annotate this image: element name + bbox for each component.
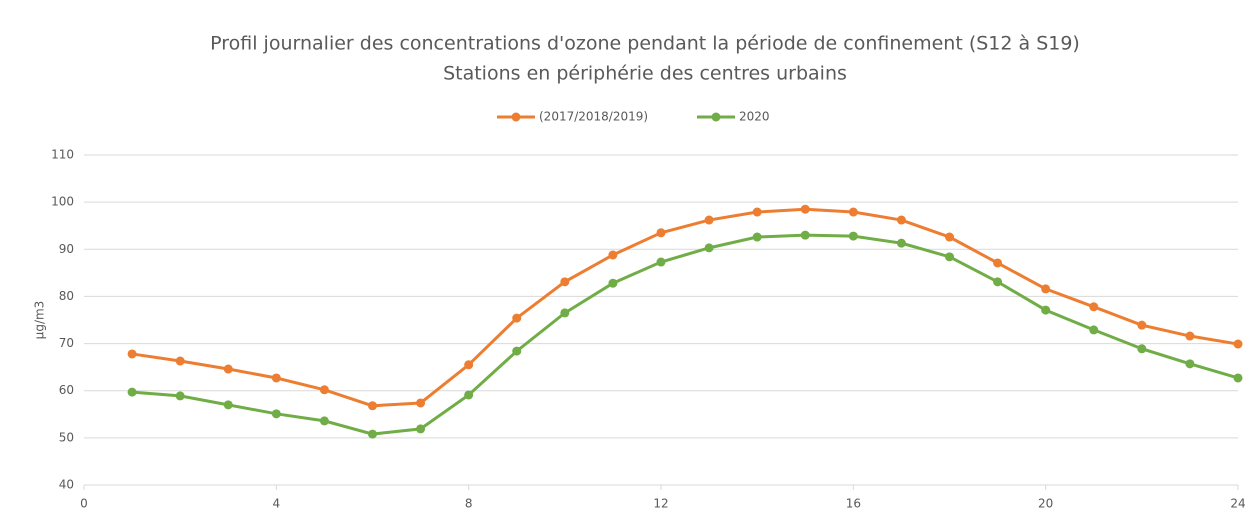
series-line xyxy=(131,207,1239,408)
y-tick-label: 60 xyxy=(59,383,74,397)
point xyxy=(1233,373,1243,383)
point xyxy=(945,232,954,242)
point xyxy=(656,257,666,267)
point xyxy=(223,364,233,374)
point xyxy=(223,400,233,410)
point xyxy=(1185,359,1195,369)
y-axis-label: µg/m3 xyxy=(33,301,47,340)
point xyxy=(464,390,474,400)
point xyxy=(127,387,137,397)
point xyxy=(1089,325,1099,335)
chart-title: Profil journalier des concentrations d'o… xyxy=(210,33,1080,55)
point xyxy=(319,385,329,395)
point xyxy=(416,398,426,408)
point xyxy=(608,250,618,260)
point xyxy=(848,231,858,241)
x-tick-label: 0 xyxy=(80,497,88,511)
point xyxy=(560,308,570,318)
point xyxy=(608,278,618,288)
point xyxy=(368,429,377,439)
point xyxy=(656,228,666,238)
legend-label: (2017/2018/2019) xyxy=(539,110,648,124)
point xyxy=(271,373,281,383)
point xyxy=(704,243,714,253)
point xyxy=(1089,302,1099,312)
x-tick-label: 24 xyxy=(1230,497,1245,511)
point xyxy=(704,215,714,225)
legend-label: 2020 xyxy=(739,110,770,124)
point xyxy=(416,424,426,434)
y-tick-label: 110 xyxy=(51,148,74,162)
point xyxy=(945,252,954,262)
y-tick-label: 70 xyxy=(59,336,74,350)
point xyxy=(319,416,329,426)
point xyxy=(848,207,858,217)
legend-marker xyxy=(711,112,721,122)
y-tick-label: 90 xyxy=(59,242,74,256)
point xyxy=(993,277,1003,287)
series-line xyxy=(131,233,1239,436)
x-tick-label: 16 xyxy=(846,497,861,511)
point xyxy=(1137,344,1147,354)
point xyxy=(512,313,522,323)
point xyxy=(560,277,570,287)
point xyxy=(271,409,281,419)
point xyxy=(800,204,810,214)
y-tick-label: 40 xyxy=(59,478,74,492)
point xyxy=(175,356,185,366)
point xyxy=(752,207,762,217)
x-tick-label: 12 xyxy=(653,497,668,511)
point xyxy=(464,360,474,370)
point xyxy=(1233,339,1243,349)
point xyxy=(1137,320,1147,330)
y-tick-label: 100 xyxy=(51,195,74,209)
point xyxy=(1185,331,1195,341)
point xyxy=(368,401,377,411)
x-tick-label: 8 xyxy=(465,497,473,511)
chart-subtitle: Stations en périphérie des centres urbai… xyxy=(443,63,847,85)
point xyxy=(1041,305,1051,315)
point xyxy=(800,230,810,240)
point xyxy=(896,238,906,248)
point xyxy=(896,215,906,225)
legend-marker xyxy=(511,112,521,122)
y-tick-label: 80 xyxy=(59,289,74,303)
y-tick-label: 50 xyxy=(59,430,74,444)
point xyxy=(752,232,762,242)
point xyxy=(993,258,1003,268)
x-tick-label: 20 xyxy=(1038,497,1053,511)
point xyxy=(175,391,185,401)
point xyxy=(127,349,137,359)
point xyxy=(512,346,522,356)
x-tick-label: 4 xyxy=(273,497,281,511)
point xyxy=(1041,284,1051,294)
